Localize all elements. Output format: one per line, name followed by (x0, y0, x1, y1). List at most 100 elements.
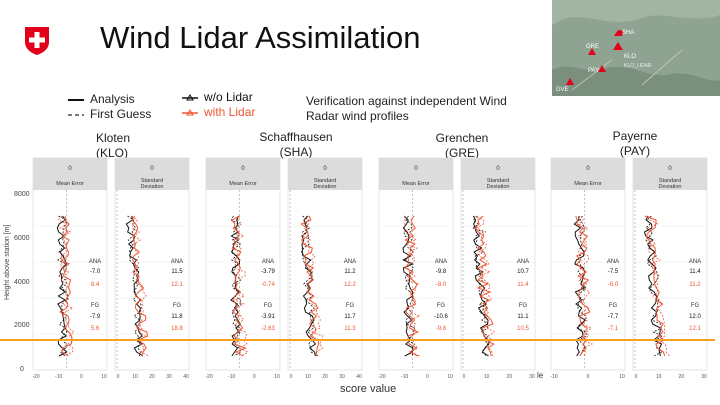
score-label-fg: FG (519, 303, 528, 309)
std-panel-header (461, 158, 535, 190)
score-value: 8.4 (91, 282, 100, 288)
analysis-with-lidar-line (231, 215, 247, 357)
x-tick: 30 (166, 374, 172, 380)
x-tick: 0 (635, 374, 638, 380)
analysis-with-lidar-line (131, 215, 149, 357)
x-tick: -10 (228, 374, 235, 380)
first-guess-without-lidar-line (127, 215, 143, 357)
score-value: -3.91 (261, 314, 275, 320)
first-guess-with-lidar-line (301, 215, 324, 357)
analysis-without-lidar-line (402, 215, 414, 357)
first-guess-with-lidar-line (231, 215, 249, 357)
panel-header-index: 0 (323, 166, 327, 172)
x-tick: 0 (117, 374, 120, 380)
score-label-fg: FG (437, 303, 446, 309)
score-label-fg: FG (91, 303, 100, 309)
x-tick: 0 (426, 374, 429, 380)
score-value: 12.1 (689, 326, 701, 332)
first-guess-without-lidar-line (57, 215, 69, 357)
score-value: 11.5 (171, 269, 183, 275)
score-label-fg: FG (691, 303, 700, 309)
verification-plots: 0 Mean Error ANA -7.0 8.4 FG -7.9 5.6 -20 -10 0 10 0… (32, 157, 708, 380)
x-tick: 20 (679, 374, 685, 380)
score-label-ana: ANA (607, 259, 619, 265)
std-panel-header (288, 158, 362, 190)
analysis-without-lidar-line (56, 215, 68, 357)
score-value: 18.8 (171, 326, 183, 332)
score-label-fg: FG (173, 303, 182, 309)
mean-panel-header (551, 158, 625, 190)
x-tick: 30 (529, 374, 535, 380)
score-value: -9.8 (436, 326, 447, 332)
std-panel (632, 157, 708, 371)
legend-item-without-lidar: w/o Lidar (182, 90, 255, 105)
score-value: 11.4 (689, 269, 701, 275)
x-tick: 20 (149, 374, 155, 380)
line-style-legend: Analysis First Guess (68, 92, 151, 122)
score-value: 11.7 (344, 314, 356, 320)
panel-header-index: 0 (668, 166, 672, 172)
score-value: 11.4 (517, 282, 529, 288)
x-tick: 20 (507, 374, 513, 380)
x-tick: 10 (619, 374, 625, 380)
page-title: Wind Lidar Assimilation (100, 20, 421, 55)
panel-header-index: 0 (68, 166, 72, 172)
map-label-klo: KLO (624, 54, 636, 60)
x-tick: 20 (322, 374, 328, 380)
x-axis-label: score value (340, 383, 397, 395)
panel-header-std: Standard (487, 178, 509, 184)
x-tick: 10 (274, 374, 280, 380)
x-tick: 0 (80, 374, 83, 380)
score-value: -2.63 (261, 326, 275, 332)
score-label-fg: FG (264, 303, 273, 309)
score-value: -7.0 (90, 269, 101, 275)
score-value: -7.7 (608, 314, 619, 320)
map-label-klo-lidar: KLO_LIDAR (624, 63, 652, 69)
score-value: -0.74 (261, 282, 275, 288)
score-value: 11.2 (344, 269, 356, 275)
score-label-ana: ANA (435, 259, 447, 265)
station-label-pay: Payerne (PAY) (612, 129, 658, 158)
panel-header-index: 0 (586, 166, 590, 172)
station-label-klo: Kloten (KLO) (96, 131, 131, 160)
panel-header-std: Deviation (141, 184, 164, 190)
score-label-ana: ANA (344, 259, 356, 265)
map-label-pay: PAY (588, 68, 599, 74)
first-guess-with-lidar-line (577, 215, 594, 357)
mean-panel (378, 157, 454, 371)
first-guess-with-lidar-line (647, 215, 671, 357)
panel-header-std: Standard (314, 178, 336, 184)
panel-header-std: Deviation (659, 184, 682, 190)
first-guess-with-lidar-line (473, 215, 496, 357)
first-guess-with-lidar-line (57, 215, 76, 357)
panel-header-mean: Mean Error (229, 181, 257, 187)
x-tick: -10 (550, 374, 557, 380)
score-label-fg: FG (346, 303, 355, 309)
first-guess-without-lidar-line (472, 215, 489, 357)
score-value: -3.79 (261, 269, 275, 275)
x-tick: 0 (587, 374, 590, 380)
std-panel (287, 157, 363, 371)
score-value: -7.1 (608, 326, 619, 332)
score-label-ana: ANA (89, 259, 101, 265)
score-value: -7.9 (90, 314, 101, 320)
x-tick: -20 (378, 374, 385, 380)
x-tick: 0 (463, 374, 466, 380)
x-tick: 10 (656, 374, 662, 380)
score-value: -9.8 (436, 269, 447, 275)
station-map: SHA GRE KLO KLO_LIDAR PAY GVE (552, 0, 720, 96)
panel-header-std: Deviation (314, 184, 337, 190)
score-value: 11.8 (171, 314, 183, 320)
first-guess-without-lidar-line (644, 215, 664, 357)
overflow-text-fragment: le (537, 371, 544, 380)
score-value: 12.0 (689, 314, 701, 320)
experiment-legend: w/o Lidar with Lidar (182, 90, 255, 120)
reference-height-line (0, 339, 715, 341)
score-label-ana: ANA (689, 259, 701, 265)
panel-header-index: 0 (241, 166, 245, 172)
score-value: -6.0 (608, 282, 619, 288)
swiss-logo (25, 27, 49, 55)
panel-header-index: 0 (496, 166, 500, 172)
station-label-sha: Schaffhausen (SHA) (259, 130, 333, 159)
std-panel (114, 157, 190, 371)
